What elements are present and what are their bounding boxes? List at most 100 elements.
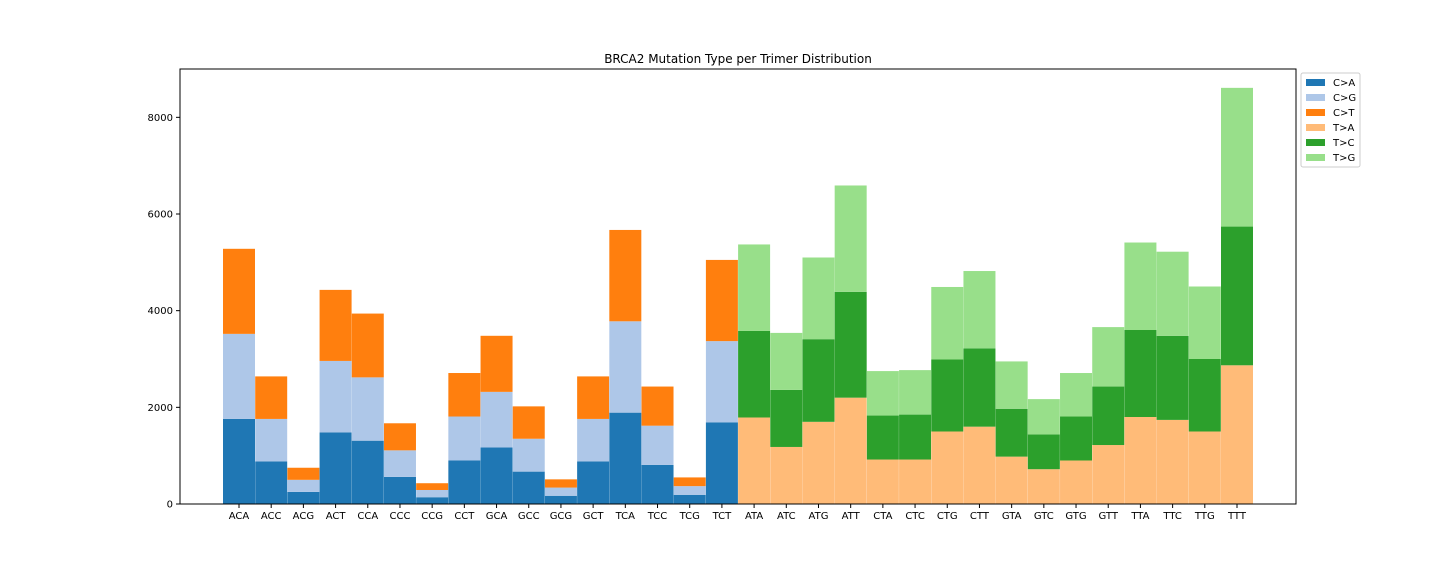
bar-CCT-CtoG xyxy=(448,416,481,461)
bar-CCG-CtoT xyxy=(416,483,449,490)
legend-swatch-CtoT xyxy=(1306,109,1325,116)
bar-ACA-CtoG xyxy=(223,333,255,419)
bar-CCC-CtoG xyxy=(383,450,416,477)
x-tick-label-ATT: ATT xyxy=(842,511,861,522)
x-tick-label-CCT: CCT xyxy=(454,511,475,522)
x-tick-label-TTG: TTG xyxy=(1194,511,1215,522)
bar-ATG-TtoC xyxy=(802,339,835,422)
bar-TCT-CtoA xyxy=(705,422,738,504)
bar-TCC-CtoG xyxy=(641,425,674,465)
legend-swatch-TtoG xyxy=(1306,154,1325,161)
bar-CTT-TtoC xyxy=(963,348,996,427)
x-tick-label-CTC: CTC xyxy=(905,511,925,522)
legend-swatch-TtoA xyxy=(1306,124,1325,131)
bar-ACG-CtoT xyxy=(287,467,320,480)
x-tick-label-ACC: ACC xyxy=(261,511,282,522)
x-axis: ACA ACC ACG ACT CCA CCC CCG CCT GCA GCC GCG GCT TCA T… xyxy=(229,504,1247,522)
x-tick-label-TCT: TCT xyxy=(712,511,733,522)
x-tick-label-GTG: GTG xyxy=(1065,511,1086,522)
bar-ATC-TtoC xyxy=(770,389,803,447)
bar-TTC-TtoG xyxy=(1156,251,1189,336)
bar-GCA-CtoT xyxy=(480,335,513,392)
bar-CTC-TtoG xyxy=(899,370,932,415)
bar-CTA-TtoG xyxy=(866,371,899,416)
bar-GTT-TtoG xyxy=(1092,327,1125,387)
bar-CTC-TtoC xyxy=(899,414,932,460)
x-tick-label-GCG: GCG xyxy=(550,511,572,522)
bar-ACG-CtoA xyxy=(287,491,320,504)
bar-ATC-TtoA xyxy=(770,446,803,504)
legend-label-TtoG: T>G xyxy=(1332,153,1355,164)
x-tick-label-TCC: TCC xyxy=(647,511,668,522)
x-tick-label-TTT: TTT xyxy=(1227,511,1247,522)
x-tick-label-ATC: ATC xyxy=(777,511,796,522)
bar-TTA-TtoA xyxy=(1124,417,1157,504)
bar-TCA-CtoG xyxy=(609,321,642,413)
bar-CTG-TtoA xyxy=(931,431,964,504)
bar-ACC-CtoA xyxy=(255,461,288,504)
legend-swatch-TtoC xyxy=(1306,139,1325,146)
x-tick-label-CTG: CTG xyxy=(937,511,958,522)
bar-GCC-CtoT xyxy=(512,406,545,439)
bar-TTA-TtoG xyxy=(1124,242,1157,330)
legend-label-TtoC: T>C xyxy=(1332,138,1354,149)
bar-TTT-TtoA xyxy=(1221,365,1253,504)
x-tick-label-GTA: GTA xyxy=(1002,511,1022,522)
y-tick-label: 0 xyxy=(167,500,173,511)
bar-TCT-CtoG xyxy=(705,341,738,423)
y-tick-label: 6000 xyxy=(148,210,173,221)
bar-GCC-CtoG xyxy=(512,438,545,472)
bar-GCG-CtoA xyxy=(544,495,577,504)
bar-GTT-TtoA xyxy=(1092,445,1125,504)
x-tick-label-GCA: GCA xyxy=(486,511,508,522)
x-tick-label-GTT: GTT xyxy=(1099,511,1119,522)
legend-label-TtoA: T>A xyxy=(1332,123,1354,134)
x-tick-label-TCG: TCG xyxy=(679,511,700,522)
bar-ACT-CtoG xyxy=(319,360,352,433)
bar-GTG-TtoA xyxy=(1060,460,1093,504)
bar-TTC-TtoC xyxy=(1156,335,1189,420)
bar-ACT-CtoT xyxy=(319,289,352,361)
bar-CCT-CtoT xyxy=(448,373,481,417)
bar-ACC-CtoG xyxy=(255,418,288,462)
bar-CTA-TtoA xyxy=(866,459,899,504)
bar-ATT-TtoG xyxy=(834,185,867,292)
x-tick-label-TCA: TCA xyxy=(615,511,636,522)
x-tick-label-GTC: GTC xyxy=(1034,511,1054,522)
bar-GCT-CtoT xyxy=(577,376,610,419)
bar-GCT-CtoA xyxy=(577,461,610,504)
bar-GCC-CtoA xyxy=(512,471,545,504)
bar-GTC-TtoA xyxy=(1027,469,1060,504)
bar-CCA-CtoA xyxy=(351,440,384,504)
legend-label-CtoA: C>A xyxy=(1333,78,1355,89)
bar-ATG-TtoG xyxy=(802,257,835,340)
x-tick-label-GCT: GCT xyxy=(583,511,605,522)
bar-ATA-TtoG xyxy=(738,244,771,331)
bar-GCG-CtoG xyxy=(544,487,577,496)
x-tick-label-TTC: TTC xyxy=(1162,511,1181,522)
bar-GTC-TtoG xyxy=(1027,399,1060,435)
bar-TTT-TtoG xyxy=(1221,87,1253,227)
legend-swatch-CtoG xyxy=(1306,94,1325,101)
bar-TCA-CtoT xyxy=(609,229,642,322)
bar-TTT-TtoC xyxy=(1221,226,1253,366)
bar-ATT-TtoC xyxy=(834,291,867,398)
x-tick-label-CTA: CTA xyxy=(873,511,892,522)
legend-label-CtoG: C>G xyxy=(1333,93,1356,104)
bar-CCA-CtoG xyxy=(351,377,384,441)
bars-layer xyxy=(223,87,1253,504)
bar-TTG-TtoA xyxy=(1188,431,1221,504)
bar-CCC-CtoT xyxy=(383,423,416,451)
bar-CTA-TtoC xyxy=(866,415,899,460)
x-tick-label-GCC: GCC xyxy=(518,511,540,522)
x-tick-label-CTT: CTT xyxy=(970,511,990,522)
bar-TCA-CtoA xyxy=(609,412,642,504)
x-tick-label-ACT: ACT xyxy=(326,511,347,522)
bar-GCA-CtoG xyxy=(480,391,513,448)
bar-TTC-TtoA xyxy=(1156,419,1189,504)
x-tick-label-CCC: CCC xyxy=(389,511,410,522)
x-tick-label-CCA: CCA xyxy=(357,511,378,522)
bar-GTT-TtoC xyxy=(1092,386,1125,446)
bar-TTA-TtoC xyxy=(1124,330,1157,417)
bar-ATA-TtoC xyxy=(738,330,771,418)
